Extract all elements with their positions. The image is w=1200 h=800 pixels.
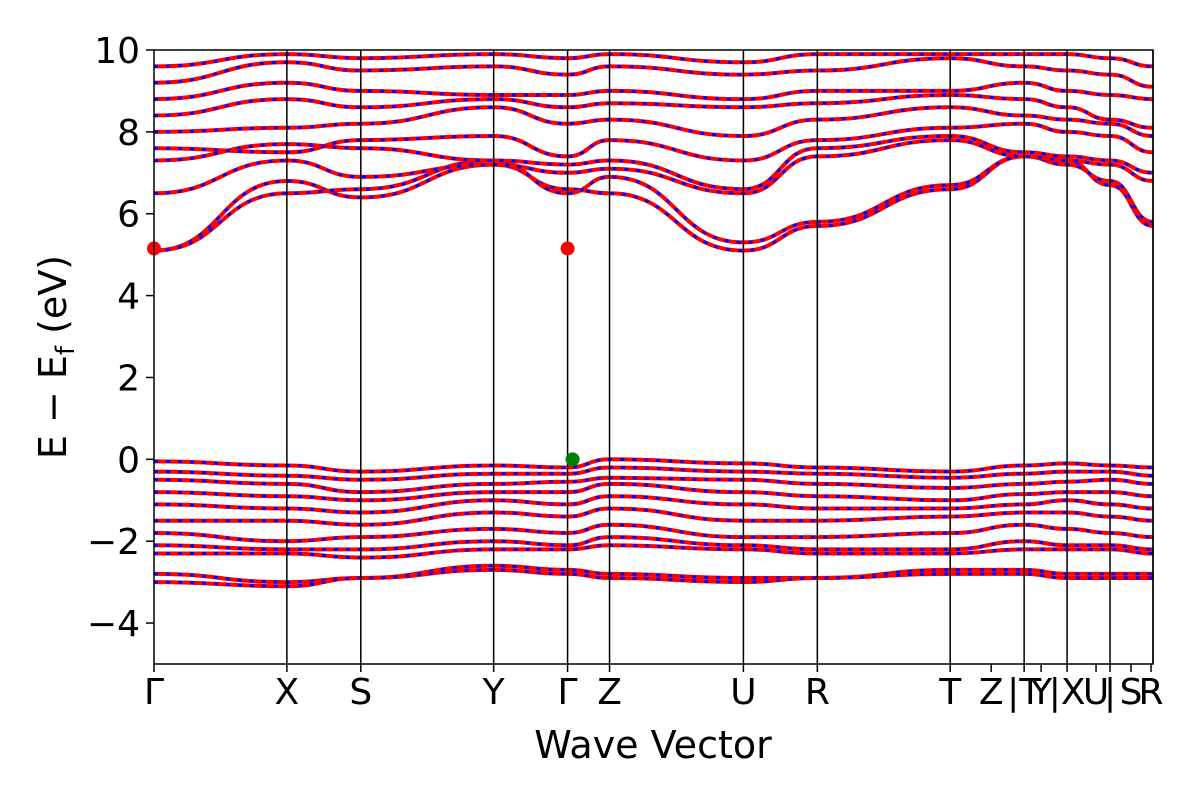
y-tick-label: 6 bbox=[117, 195, 140, 236]
band-line-overlay bbox=[154, 535, 1153, 551]
y-tick-label: −2 bbox=[87, 522, 140, 563]
x-tick-label: X bbox=[275, 672, 300, 713]
x-tick-label: R bbox=[805, 672, 830, 713]
x-tick-label: Γ bbox=[558, 672, 578, 713]
extrema-markers bbox=[147, 241, 580, 467]
bands-layer bbox=[154, 52, 1153, 589]
y-tick-label: 10 bbox=[94, 31, 140, 72]
band-line-overlay bbox=[154, 564, 1153, 584]
band-line-overlay bbox=[154, 56, 1153, 89]
x-tick-label: |X bbox=[1049, 672, 1086, 713]
x-tick-label: | bbox=[1104, 672, 1116, 713]
x-tick-label: Y bbox=[1029, 672, 1053, 713]
x-tick-label: Z bbox=[597, 672, 622, 713]
band-line-overlay bbox=[154, 543, 1153, 560]
y-axis-title-main: E − E bbox=[31, 355, 75, 459]
x-axis: Γ X S Y Γ Z U R T Z |TY|XU| SR bbox=[144, 664, 1164, 713]
cbm-marker bbox=[560, 241, 575, 256]
band-line bbox=[154, 138, 1153, 196]
y-tick-label: 8 bbox=[117, 113, 140, 154]
band-line-overlay bbox=[154, 134, 1153, 191]
y-axis-title-sub: f bbox=[51, 345, 81, 355]
band-line-overlay bbox=[154, 81, 1153, 101]
y-axis: −4 −2 0 2 4 6 8 10 bbox=[87, 31, 154, 645]
band-line-overlay bbox=[154, 482, 1153, 502]
x-tick-label: Y bbox=[482, 672, 506, 713]
x-tick-label: Γ bbox=[144, 672, 164, 713]
band-line bbox=[154, 506, 1153, 527]
x-tick-label: S bbox=[349, 672, 372, 713]
x-tick-label: U bbox=[730, 672, 756, 713]
band-line bbox=[154, 105, 1153, 139]
x-axis-title: Wave Vector bbox=[534, 723, 772, 767]
band-line-overlay bbox=[154, 154, 1153, 253]
x-tick-label: Z bbox=[979, 672, 1004, 713]
plot-frame bbox=[153, 49, 1154, 665]
vbm-marker bbox=[565, 452, 580, 467]
band-line-overlay bbox=[154, 494, 1153, 515]
band-line-overlay bbox=[154, 465, 1153, 482]
x-tick-label: S bbox=[1120, 672, 1143, 713]
x-tick-label: |T bbox=[1007, 672, 1042, 713]
band-line bbox=[154, 154, 1153, 253]
y-tick-label: 2 bbox=[117, 358, 140, 399]
band-line bbox=[154, 567, 1153, 589]
band-line-overlay bbox=[154, 52, 1153, 68]
x-tick-label: U bbox=[1083, 672, 1109, 713]
band-line-overlay bbox=[154, 122, 1153, 163]
y-axis-title-unit: (eV) bbox=[31, 255, 75, 346]
y-axis-title: E − Ef (eV) bbox=[31, 255, 81, 459]
band-line bbox=[154, 543, 1153, 560]
band-line-overlay bbox=[154, 457, 1153, 474]
y-tick-label: 4 bbox=[117, 277, 140, 318]
band-line-overlay bbox=[154, 506, 1153, 527]
x-tick-label: T bbox=[938, 672, 962, 713]
y-tick-label: −4 bbox=[87, 604, 140, 645]
band-line-overlay bbox=[154, 476, 1153, 494]
band-line-overlay bbox=[154, 523, 1153, 543]
y-tick-label: 0 bbox=[117, 440, 140, 481]
band-line-overlay bbox=[154, 568, 1153, 588]
x-tick-label: R bbox=[1138, 672, 1163, 713]
high-symmetry-lines bbox=[286, 50, 1154, 664]
band-line-overlay bbox=[154, 93, 1153, 130]
